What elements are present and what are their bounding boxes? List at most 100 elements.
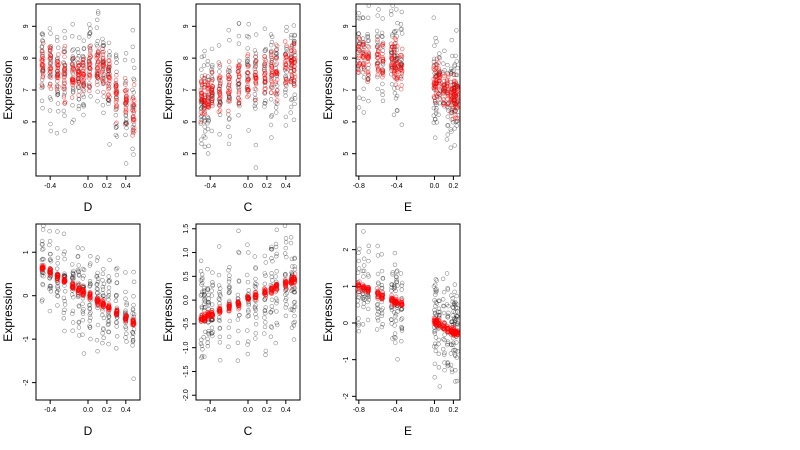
fitted-point <box>69 285 75 290</box>
observed-point <box>56 287 61 292</box>
observed-point <box>246 303 251 308</box>
observed-point <box>392 90 398 96</box>
observed-point <box>454 314 460 319</box>
fitted-point <box>105 305 111 310</box>
observed-point <box>283 236 289 241</box>
observed-point <box>253 95 258 101</box>
observed-point <box>76 269 81 275</box>
observed-point <box>433 135 438 140</box>
fitted-point <box>246 93 251 98</box>
observed-point <box>199 54 205 60</box>
observed-point <box>454 28 459 33</box>
observed-point <box>380 322 385 327</box>
observed-point <box>268 310 273 315</box>
observed-point <box>88 281 93 287</box>
observed-point <box>124 339 129 344</box>
observed-point <box>446 105 451 111</box>
observed-point <box>101 315 107 321</box>
observed-point <box>445 132 450 137</box>
observed-point <box>273 274 278 279</box>
fitted-point <box>355 280 361 286</box>
observed-point <box>268 309 273 315</box>
fitted-point <box>262 67 267 72</box>
fitted-point <box>292 83 297 88</box>
observed-point <box>274 309 279 314</box>
observed-point <box>449 342 454 347</box>
observed-point <box>393 340 398 345</box>
observed-point <box>274 47 279 52</box>
observed-point <box>446 363 451 368</box>
fitted-point <box>202 73 208 78</box>
observed-point <box>216 317 222 323</box>
observed-point <box>441 297 446 302</box>
observed-point <box>209 67 214 72</box>
observed-point <box>432 329 437 334</box>
x-tick-label: 0.2 <box>262 407 272 414</box>
observed-point <box>203 135 208 140</box>
observed-point <box>123 112 129 117</box>
observed-point <box>114 265 120 271</box>
observed-point <box>253 307 259 313</box>
observed-point <box>201 293 207 299</box>
fitted-point <box>87 74 93 79</box>
observed-point <box>95 276 101 281</box>
observed-point <box>199 105 204 111</box>
fitted-point <box>292 276 297 282</box>
observed-point <box>199 305 205 311</box>
observed-point <box>269 271 274 276</box>
observed-point <box>40 52 45 57</box>
fitted-point <box>441 89 446 95</box>
observed-point <box>442 48 447 53</box>
observed-point <box>210 283 215 289</box>
observed-point <box>205 340 210 345</box>
fitted-point <box>444 83 450 89</box>
observed-point <box>399 122 404 127</box>
observed-point <box>361 110 366 115</box>
observed-point <box>123 296 128 301</box>
fitted-point <box>376 47 381 52</box>
observed-point <box>81 307 86 312</box>
observed-point <box>253 265 258 270</box>
observed-point <box>366 38 371 43</box>
fitted-point <box>380 74 385 80</box>
fitted-point <box>292 279 297 284</box>
observed-point <box>389 12 394 17</box>
observed-point <box>284 296 289 301</box>
observed-point <box>442 352 447 357</box>
fitted-point <box>201 106 207 112</box>
fitted-point <box>366 285 372 291</box>
fitted-point <box>106 92 111 98</box>
fitted-point <box>389 53 394 59</box>
fitted-point <box>94 56 99 61</box>
observed-point <box>81 267 87 272</box>
observed-point <box>291 304 297 310</box>
observed-point <box>237 58 242 64</box>
observed-point <box>246 288 251 293</box>
observed-point <box>69 275 75 280</box>
observed-point <box>205 343 211 349</box>
observed-point <box>107 142 112 147</box>
fitted-point <box>81 88 87 93</box>
observed-point <box>62 128 67 133</box>
observed-point <box>262 65 267 70</box>
fitted-point <box>87 84 93 89</box>
fitted-point <box>81 293 86 298</box>
observed-point <box>434 288 439 294</box>
observed-point <box>450 319 455 325</box>
observed-point <box>106 285 112 290</box>
observed-point <box>245 62 251 68</box>
fitted-point <box>361 67 367 72</box>
observed-point <box>399 57 404 62</box>
observed-point <box>274 54 279 60</box>
observed-point <box>393 28 399 34</box>
y-tick-label: 1.5 <box>183 224 190 234</box>
observed-point <box>399 339 404 344</box>
observed-point <box>131 302 136 308</box>
observed-point <box>205 74 211 79</box>
observed-point <box>106 319 112 324</box>
observed-point <box>131 376 136 381</box>
observed-point <box>87 279 93 284</box>
observed-point <box>433 108 439 113</box>
observed-point <box>198 269 204 274</box>
